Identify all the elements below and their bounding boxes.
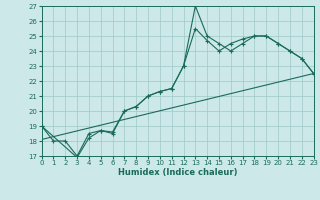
X-axis label: Humidex (Indice chaleur): Humidex (Indice chaleur) bbox=[118, 168, 237, 177]
